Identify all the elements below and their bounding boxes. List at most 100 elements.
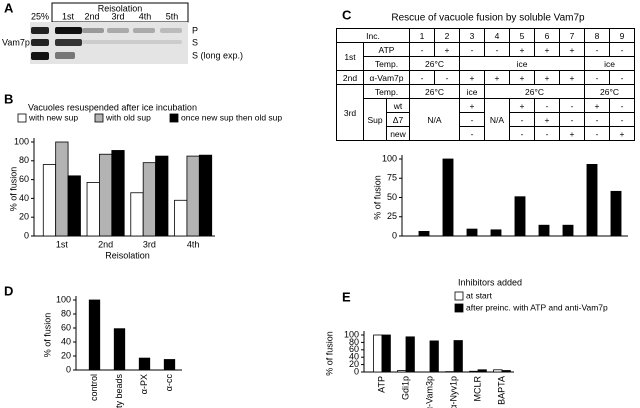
x-tick-label: ATP	[376, 376, 386, 393]
table-cell: -	[534, 126, 560, 141]
bar	[55, 141, 69, 237]
table-cell: +	[559, 126, 585, 141]
bar	[198, 154, 213, 237]
table-cell: -	[484, 42, 510, 57]
y-axis-label: % of fusion	[42, 313, 52, 358]
table-cell: ATP	[363, 42, 410, 57]
y-tick-label: 40	[61, 336, 71, 346]
legend-swatch	[94, 113, 104, 123]
y-tick-label: 0	[354, 366, 359, 376]
panel-label: B	[4, 91, 13, 106]
table-cell: -	[559, 98, 585, 113]
bar	[142, 162, 156, 237]
table-cell: -	[459, 42, 485, 57]
y-tick-label: 80	[61, 308, 71, 318]
gel-lane: 4th	[139, 11, 152, 21]
gel-lane: 5th	[166, 11, 179, 21]
table-header: 1	[409, 28, 435, 43]
bar	[586, 163, 598, 237]
bar	[174, 199, 188, 237]
table-cell: Temp.	[363, 84, 410, 99]
table-title: Rescue of vacuole fusion by soluble Vam7…	[391, 13, 585, 24]
x-tick-label: 2nd	[98, 239, 113, 249]
table-cell: -	[509, 112, 535, 127]
table-cell: +	[434, 42, 460, 57]
table-cell: +	[534, 42, 560, 57]
legend-label: with new sup	[28, 112, 78, 122]
y-axis-label: % of fusion	[324, 331, 334, 376]
table-cell: +	[584, 98, 610, 113]
bar	[397, 370, 407, 373]
table-cell: -	[434, 70, 460, 85]
bar	[469, 370, 479, 373]
bar	[610, 190, 622, 237]
table-cell: wt	[386, 98, 410, 113]
table-cell: +	[559, 70, 585, 85]
table-cell: +	[459, 98, 485, 113]
table-cell: -	[559, 112, 585, 127]
y-tick-label: 60	[19, 174, 29, 184]
bar	[538, 224, 550, 237]
table-cell: -	[409, 70, 435, 85]
gel-row: P	[192, 25, 198, 35]
x-tick-label: Gdi1p	[400, 376, 410, 400]
table-cell: +	[609, 126, 635, 141]
y-tick-label: 100	[344, 329, 359, 339]
y-tick-label: 0	[24, 230, 29, 240]
gel-row: S	[192, 37, 198, 47]
table-cell: ice	[459, 84, 485, 99]
bar	[562, 224, 574, 237]
table-cell: -	[584, 70, 610, 85]
x-tick-label: α-Nyv1p	[448, 376, 458, 408]
bar	[163, 359, 176, 371]
legend-swatch	[454, 303, 464, 313]
bar	[490, 229, 502, 237]
y-tick-label: 60	[349, 344, 359, 354]
x-tick-label: MCLR	[472, 376, 482, 402]
gel-lane: 3rd	[111, 11, 124, 21]
gel-lane: 2nd	[84, 11, 99, 21]
table-cell: -	[609, 98, 635, 113]
x-tick-label: control	[89, 374, 99, 401]
table-header: Inc.	[336, 28, 410, 43]
legend-swatch	[17, 113, 27, 123]
table-cell: +	[509, 98, 535, 113]
table-header: 7	[559, 28, 585, 43]
legend-label: once new sup then old sup	[181, 112, 282, 122]
bar	[477, 369, 487, 373]
table-cell: N/A	[484, 98, 510, 141]
table-cell: +	[559, 42, 585, 57]
bar	[42, 164, 57, 237]
gel-header: Reisolation	[98, 3, 143, 13]
table-cell: 26°C	[409, 56, 460, 71]
bar	[88, 299, 101, 371]
table-cell: -	[584, 42, 610, 57]
table-cell: -	[584, 126, 610, 141]
y-tick-label: 20	[61, 350, 71, 360]
table-cell: -	[409, 42, 435, 57]
table-cell: -	[609, 70, 635, 85]
bar	[442, 158, 454, 237]
table-cell: +	[459, 70, 485, 85]
gel-lane: 1st	[62, 11, 75, 21]
y-tick-label: 80	[19, 155, 29, 165]
table-cell: -	[584, 112, 610, 127]
y-tick-label: 100	[382, 153, 397, 163]
y-tick-label: 80	[349, 337, 359, 347]
bar	[111, 150, 125, 237]
table-cell: 3rd	[336, 84, 364, 141]
table-cell: +	[509, 70, 535, 85]
bar	[138, 357, 151, 371]
bar	[67, 175, 81, 237]
table-cell: 1st	[336, 42, 364, 71]
gel-bands	[31, 27, 182, 60]
x-tick-label: 3rd	[143, 239, 156, 249]
table-header: 6	[534, 28, 560, 43]
table-header: 9	[609, 28, 635, 43]
legend-swatch	[169, 113, 179, 123]
table-header: 3	[459, 28, 485, 43]
gel-protein: Vam7p	[2, 37, 30, 47]
gel-lane: 25%	[31, 11, 49, 21]
y-axis-label: % of fusion	[372, 175, 382, 220]
